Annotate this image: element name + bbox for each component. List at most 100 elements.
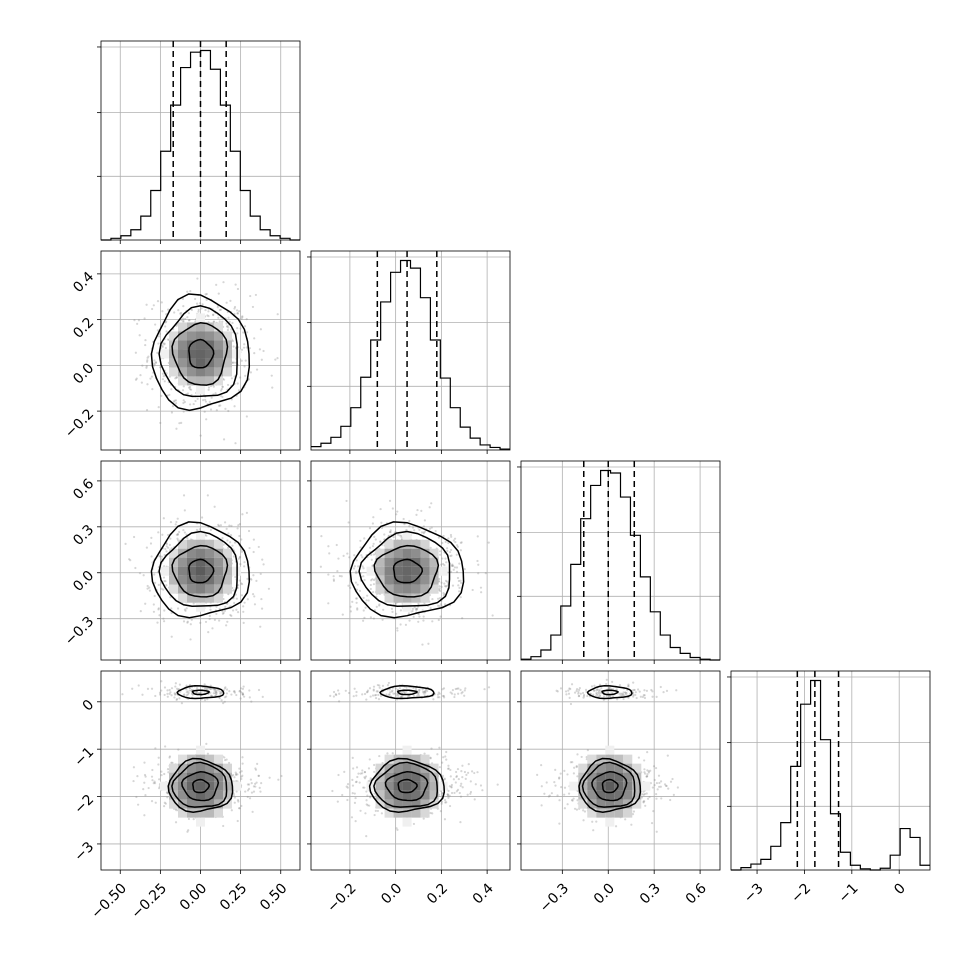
sample-point <box>440 800 444 803</box>
sample-point <box>160 770 163 773</box>
sample-point <box>411 607 415 610</box>
sample-point <box>417 692 420 695</box>
sample-point <box>444 585 448 588</box>
sample-point <box>456 544 459 547</box>
sample-point <box>173 692 176 695</box>
sample-point <box>452 564 455 568</box>
sample-point <box>258 348 262 351</box>
sample-point <box>226 324 229 328</box>
contour-line <box>396 689 418 696</box>
sample-point <box>180 702 184 705</box>
density-cell <box>169 331 178 341</box>
sample-point <box>241 774 244 777</box>
sample-point <box>368 804 371 807</box>
sample-point <box>586 694 589 698</box>
x-tick-label: 0.0 <box>591 880 618 907</box>
sample-point <box>174 821 178 824</box>
sample-point <box>672 793 675 796</box>
sample-point <box>151 779 154 782</box>
sample-point <box>637 756 640 759</box>
sample-point <box>247 529 251 533</box>
density-cell <box>578 763 588 773</box>
sample-point <box>219 524 222 527</box>
sample-point <box>372 617 375 620</box>
sample-point <box>161 533 164 536</box>
sample-point <box>328 552 331 555</box>
sample-point <box>651 690 654 693</box>
hist-panel-0 <box>97 40 301 244</box>
sample-point <box>605 678 608 681</box>
sample-point <box>657 774 661 777</box>
sample-point <box>554 768 557 771</box>
density-cell <box>375 548 385 558</box>
density-cell <box>402 799 412 809</box>
sample-point <box>364 606 367 609</box>
sample-point <box>225 624 228 627</box>
sample-point <box>639 695 642 698</box>
sample-point <box>581 691 585 695</box>
sample-point <box>208 400 211 403</box>
sample-point <box>207 388 210 391</box>
density-cell <box>420 584 430 594</box>
sample-point <box>160 301 163 304</box>
sample-point <box>163 805 166 808</box>
sample-point <box>650 821 654 825</box>
panel-frame <box>520 460 721 661</box>
sample-point <box>388 693 391 696</box>
sample-point <box>389 531 392 534</box>
density-cell <box>178 754 187 764</box>
sample-point <box>558 777 561 780</box>
sample-point <box>192 402 195 406</box>
sample-point <box>208 617 211 621</box>
density-cell <box>384 566 394 576</box>
sample-point <box>332 579 336 582</box>
sample-point <box>555 689 558 692</box>
sample-point <box>430 747 433 750</box>
sample-point <box>223 696 227 699</box>
sample-point <box>165 320 168 323</box>
sample-point <box>175 698 178 702</box>
density-cell <box>232 781 241 791</box>
sample-point <box>442 591 445 595</box>
y-tick-label: 0.0 <box>70 360 97 387</box>
sample-point <box>199 434 202 437</box>
sample-point <box>575 765 578 769</box>
sample-point <box>359 809 362 812</box>
sample-point <box>571 761 574 764</box>
sample-point <box>450 785 453 788</box>
sample-point <box>236 332 239 335</box>
sample-point <box>188 689 191 692</box>
sample-point <box>239 691 243 694</box>
sample-point <box>251 810 254 813</box>
sample-point <box>219 394 222 397</box>
sample-point <box>137 803 140 806</box>
sample-point <box>642 790 645 793</box>
sample-point <box>175 376 178 379</box>
sample-point <box>445 750 448 754</box>
density-cell <box>169 584 178 594</box>
sample-point <box>165 550 168 553</box>
sample-point <box>166 546 170 549</box>
sample-point <box>184 609 187 612</box>
density-cell <box>187 367 196 377</box>
contour-line <box>373 544 440 598</box>
density-cell <box>196 566 205 576</box>
x-tick-label: 0.00 <box>177 880 210 913</box>
sample-point <box>371 544 375 548</box>
sample-point <box>196 277 199 280</box>
density-cell <box>641 781 651 791</box>
sample-point <box>536 773 539 776</box>
sample-point <box>165 791 169 794</box>
sample-point <box>394 602 398 605</box>
sample-point <box>225 527 228 530</box>
sample-point <box>438 692 441 695</box>
sample-point <box>408 519 411 523</box>
sample-point <box>417 694 421 697</box>
sample-point <box>150 555 153 558</box>
sample-point <box>150 800 154 803</box>
sample-point <box>455 775 458 779</box>
sample-point <box>450 791 454 795</box>
density-cell <box>402 584 412 594</box>
sample-point <box>417 613 420 616</box>
